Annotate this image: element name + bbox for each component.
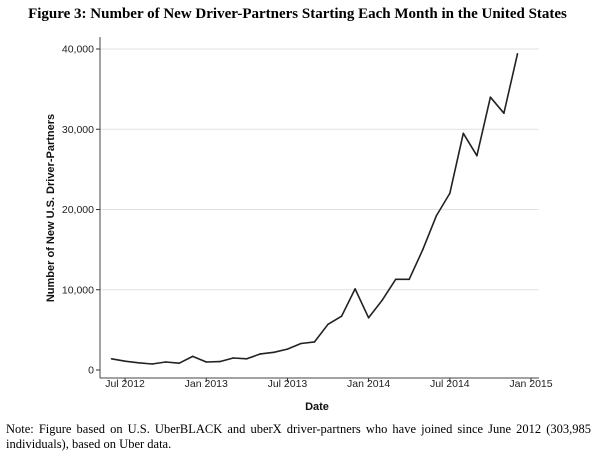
y-tick-label: 10,000 <box>62 284 94 296</box>
y-tick-label: 0 <box>88 365 94 377</box>
data-point <box>354 288 356 290</box>
x-tick-label: Jan 2014 <box>347 378 390 390</box>
data-point <box>313 341 316 343</box>
data-point <box>408 278 411 281</box>
x-tick-label: Jan 2015 <box>509 378 552 390</box>
x-tick-label: Jul 2014 <box>430 378 470 390</box>
x-tick-label: Jan 2013 <box>185 378 228 390</box>
data-point <box>110 357 113 360</box>
x-tick-label: Jul 2013 <box>268 378 308 390</box>
gridlines <box>100 48 539 291</box>
series-line <box>111 53 519 365</box>
data-point <box>421 248 424 251</box>
data-point <box>516 53 519 55</box>
data-point <box>300 342 302 345</box>
data-point <box>449 192 451 195</box>
data-point <box>327 323 329 326</box>
line-chart: 0 10,000 20,000 30,000 40,000 Jul 2012 Jan 201… <box>45 37 553 413</box>
y-axis-title: Number of New U.S. Driver-Partners <box>45 114 57 302</box>
data-point <box>137 361 140 364</box>
x-axis-title: Date <box>305 401 329 413</box>
data-point <box>462 132 465 135</box>
data-point <box>124 360 126 362</box>
y-tick-label: 30,000 <box>62 124 94 136</box>
data-point <box>205 361 208 363</box>
data-point <box>191 355 194 358</box>
data-point <box>394 278 397 281</box>
data-point <box>273 351 275 354</box>
data-point <box>503 112 505 114</box>
figure-title: Figure 3: Number of New Driver-Partners … <box>28 6 567 22</box>
series-layer <box>110 53 519 365</box>
figure-note: Note: Figure based on U.S. UberBLACK and… <box>6 422 591 451</box>
data-point <box>232 357 235 359</box>
axes: 0 10,000 20,000 30,000 40,000 Jul 2012 Jan 201… <box>62 37 553 390</box>
data-point <box>489 96 492 98</box>
data-point <box>381 299 383 301</box>
data-point <box>178 362 180 364</box>
data-point <box>476 154 478 157</box>
data-point <box>340 315 343 318</box>
data-point <box>246 357 248 360</box>
x-tick-label: Jul 2012 <box>105 378 145 390</box>
y-tick-label: 20,000 <box>62 204 94 216</box>
data-point <box>164 361 167 363</box>
data-point <box>435 215 438 217</box>
data-point <box>218 360 221 363</box>
data-point <box>259 353 262 355</box>
data-point <box>367 317 370 319</box>
data-point <box>151 363 153 365</box>
y-tick-label: 40,000 <box>62 44 94 56</box>
data-point <box>286 348 289 350</box>
